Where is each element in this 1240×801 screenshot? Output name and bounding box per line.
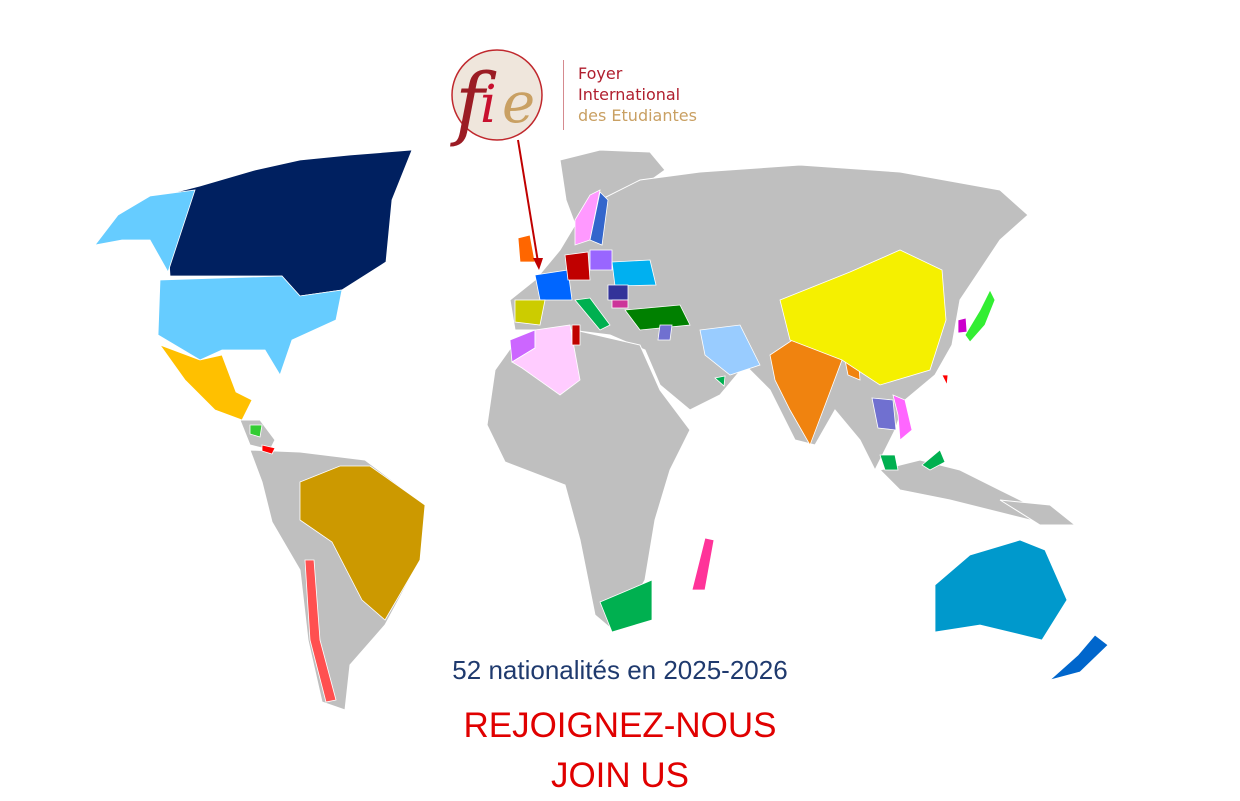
canada (164, 149, 413, 297)
malaysia (879, 454, 899, 471)
south-korea (957, 317, 968, 334)
pointer-line (517, 139, 539, 263)
new-guinea (999, 499, 1077, 526)
sweden (589, 191, 609, 246)
brazil (299, 465, 426, 621)
turkey (624, 304, 691, 331)
iran (699, 324, 761, 376)
malaysia-borneo (921, 449, 946, 471)
vietnam (892, 394, 913, 441)
south-africa (599, 579, 653, 633)
logo-divider (563, 60, 564, 130)
join-us-french: REJOIGNEZ-NOUS (463, 706, 777, 745)
nationalities-caption: 52 nationalités en 2025-2026 (452, 655, 788, 685)
eurasia (509, 164, 1029, 472)
mexico (158, 344, 253, 421)
madagascar (691, 537, 715, 591)
ukraine (611, 259, 657, 287)
poland (589, 249, 613, 271)
central-america-country-2 (261, 444, 276, 455)
svg-text:e: e (502, 71, 535, 136)
africa (486, 329, 691, 633)
logo-text-foyer: Foyer (578, 64, 623, 83)
logo-text-etudiantes: des Etudiantes (578, 106, 697, 125)
join-us-english: JOIN US (550, 756, 690, 795)
china (779, 249, 947, 386)
pointer-arrow-icon (533, 258, 543, 270)
germany (564, 251, 591, 281)
new-zealand (1049, 634, 1109, 681)
central-america-country (249, 424, 263, 438)
bulgaria (611, 299, 629, 309)
uae (714, 375, 726, 387)
southeast-asia-islands (879, 459, 1041, 521)
france (534, 269, 573, 301)
japan (964, 289, 996, 343)
taiwan (941, 374, 949, 387)
thailand (871, 397, 897, 431)
syria (657, 324, 673, 341)
alaska (94, 189, 196, 273)
logo-text-international: International (578, 85, 681, 104)
fie-logo: f i e (450, 49, 543, 149)
italy (574, 297, 611, 331)
romania (607, 284, 629, 301)
tunisia (571, 324, 581, 346)
spain (514, 299, 546, 326)
australia (934, 539, 1068, 641)
uk (517, 234, 536, 263)
usa (157, 275, 343, 376)
chile (304, 559, 337, 703)
svg-text:i: i (480, 75, 497, 135)
